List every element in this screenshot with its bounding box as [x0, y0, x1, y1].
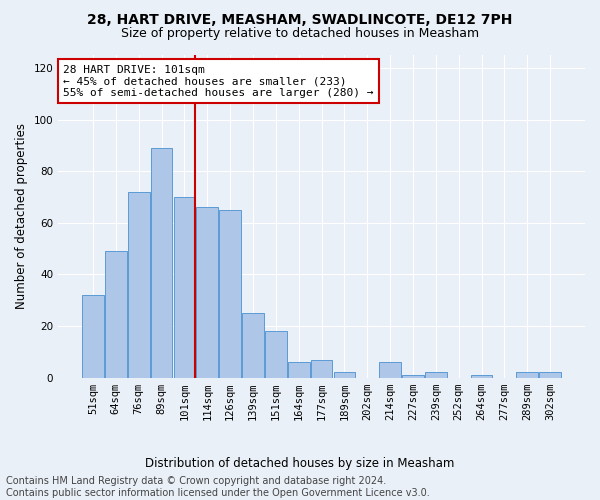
Bar [105, 251, 127, 378]
Bar [128, 192, 149, 378]
Text: Size of property relative to detached houses in Measham: Size of property relative to detached ho… [121, 28, 479, 40]
Bar [288, 362, 310, 378]
Text: 28 HART DRIVE: 101sqm
← 45% of detached houses are smaller (233)
55% of semi-det: 28 HART DRIVE: 101sqm ← 45% of detached … [64, 64, 374, 98]
Bar [173, 197, 195, 378]
Bar [334, 372, 355, 378]
Y-axis label: Number of detached properties: Number of detached properties [15, 124, 28, 310]
Bar [219, 210, 241, 378]
Bar [196, 208, 218, 378]
Bar [265, 331, 287, 378]
Bar [517, 372, 538, 378]
Bar [311, 360, 332, 378]
Bar [425, 372, 447, 378]
Bar [402, 375, 424, 378]
Bar [82, 295, 104, 378]
Bar [539, 372, 561, 378]
Text: Contains HM Land Registry data © Crown copyright and database right 2024.
Contai: Contains HM Land Registry data © Crown c… [6, 476, 430, 498]
Bar [471, 375, 493, 378]
Bar [151, 148, 172, 378]
Bar [242, 313, 264, 378]
Text: 28, HART DRIVE, MEASHAM, SWADLINCOTE, DE12 7PH: 28, HART DRIVE, MEASHAM, SWADLINCOTE, DE… [88, 12, 512, 26]
Text: Distribution of detached houses by size in Measham: Distribution of detached houses by size … [145, 458, 455, 470]
Bar [379, 362, 401, 378]
